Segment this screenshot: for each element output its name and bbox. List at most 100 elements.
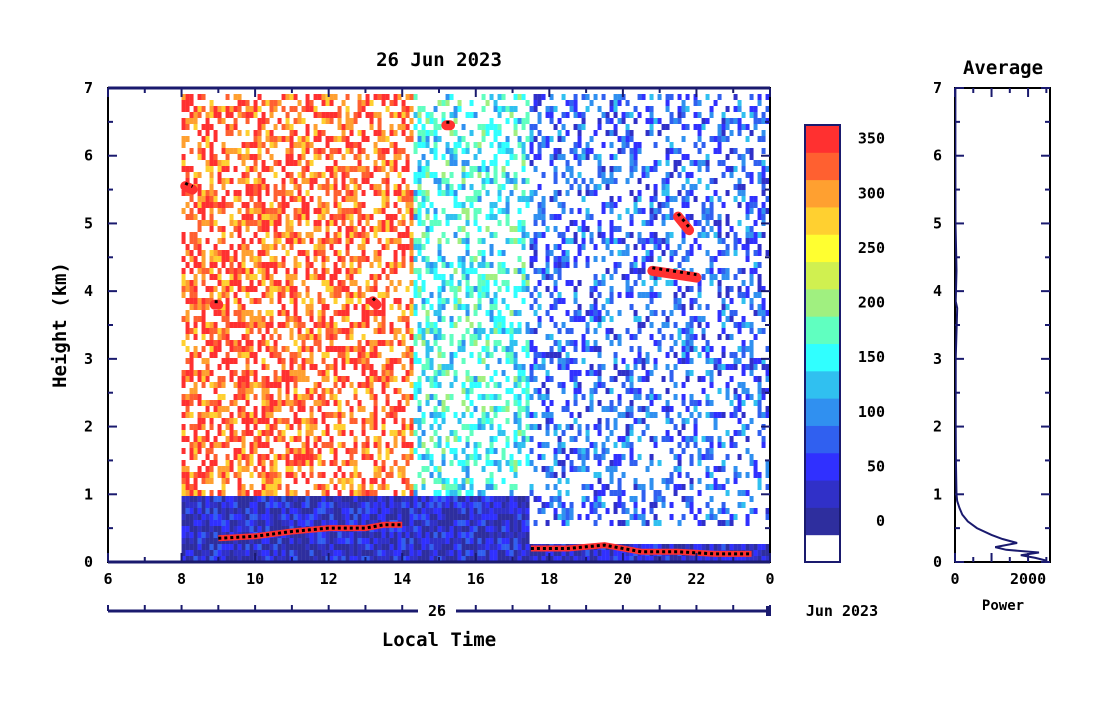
heatmap-cell <box>357 262 362 268</box>
heatmap-cell <box>561 502 566 508</box>
heatmap-cell <box>273 106 278 112</box>
heatmap-cell <box>509 496 514 502</box>
heatmap-cell <box>265 472 270 478</box>
heatmap-cell <box>233 118 238 124</box>
heatmap-cell <box>249 418 254 424</box>
heatmap-cell <box>189 370 194 376</box>
heatmap-cell <box>625 520 630 526</box>
heatmap-cell <box>225 124 230 130</box>
heatmap-cell <box>393 256 398 262</box>
heatmap-cell <box>437 508 442 514</box>
heatmap-cell <box>637 268 642 274</box>
heatmap-cell <box>229 112 234 118</box>
heatmap-cell <box>277 472 282 478</box>
heatmap-cell <box>453 412 458 418</box>
heatmap-cell <box>225 514 230 520</box>
heatmap-cell <box>185 100 190 106</box>
heatmap-cell <box>301 250 306 256</box>
heatmap-cell <box>309 496 314 502</box>
heatmap-cell <box>597 400 602 406</box>
heatmap-cell <box>561 154 566 160</box>
heatmap-cell <box>185 490 190 496</box>
heatmap-cell <box>393 286 398 292</box>
heatmap-cell <box>253 142 258 148</box>
heatmap-cell <box>281 376 286 382</box>
heatmap-cell <box>609 232 614 238</box>
heatmap-cell <box>293 274 298 280</box>
heatmap-cell <box>365 502 370 508</box>
heatmap-cell <box>477 526 482 532</box>
heatmap-cell <box>301 178 306 184</box>
heatmap-cell <box>273 484 278 490</box>
heatmap-cell <box>325 424 330 430</box>
heatmap-cell <box>469 166 474 172</box>
heatmap-cell <box>193 232 198 238</box>
heatmap-cell <box>261 406 266 412</box>
heatmap-cell <box>245 490 250 496</box>
heatmap-cell <box>613 106 618 112</box>
heatmap-cell <box>217 382 222 388</box>
heatmap-cell <box>385 262 390 268</box>
heatmap-cell <box>481 496 486 502</box>
heatmap-cell <box>289 298 294 304</box>
heatmap-cell <box>609 316 614 322</box>
heatmap-cell <box>613 100 618 106</box>
heatmap-cell <box>337 292 342 298</box>
heatmap-cell <box>629 112 634 118</box>
heatmap-cell <box>217 346 222 352</box>
heatmap-cell <box>289 232 294 238</box>
heatmap-cell <box>225 160 230 166</box>
heatmap-cell <box>537 202 542 208</box>
heatmap-cell <box>625 556 630 562</box>
heatmap-cell <box>257 544 262 550</box>
heatmap-cell <box>245 454 250 460</box>
heatmap-cell <box>185 478 190 484</box>
heatmap-cell <box>477 322 482 328</box>
heatmap-cell <box>185 136 190 142</box>
heatmap-cell <box>269 394 274 400</box>
heatmap-cell <box>525 352 530 358</box>
heatmap-cell <box>265 382 270 388</box>
heatmap-cell <box>357 406 362 412</box>
heatmap-cell <box>305 232 310 238</box>
heatmap-cell <box>457 214 462 220</box>
heatmap-cell <box>433 418 438 424</box>
heatmap-cell <box>497 124 502 130</box>
heatmap-cell <box>441 556 446 562</box>
heatmap-cell <box>641 166 646 172</box>
heatmap-cell <box>441 496 446 502</box>
heatmap-cell <box>457 346 462 352</box>
heatmap-cell <box>209 532 214 538</box>
heatmap-cell <box>181 394 186 400</box>
heatmap-cell <box>497 466 502 472</box>
heatmap-cell <box>573 340 578 346</box>
heatmap-cell <box>333 184 338 190</box>
heatmap-cell <box>501 406 506 412</box>
heatmap-cell <box>233 400 238 406</box>
heatmap-cell <box>385 442 390 448</box>
heatmap-cell <box>589 292 594 298</box>
heatmap-cell <box>389 526 394 532</box>
heatmap-cell <box>321 322 326 328</box>
heatmap-cell <box>193 556 198 562</box>
heatmap-cell <box>345 136 350 142</box>
heatmap-cell <box>633 142 638 148</box>
heatmap-cell <box>629 496 634 502</box>
heatmap-cell <box>449 508 454 514</box>
heatmap-cell <box>229 496 234 502</box>
heatmap-cell <box>437 382 442 388</box>
heatmap-cell <box>317 502 322 508</box>
heatmap-cell <box>653 340 658 346</box>
heatmap-cell <box>409 538 414 544</box>
heatmap-cell <box>321 400 326 406</box>
heatmap-cell <box>325 352 330 358</box>
heatmap-cell <box>549 136 554 142</box>
heatmap-cell <box>217 226 222 232</box>
heatmap-cell <box>281 346 286 352</box>
heatmap-cell <box>621 490 626 496</box>
heatmap-cell <box>277 496 282 502</box>
heatmap-cell <box>493 274 498 280</box>
heatmap-cell <box>261 400 266 406</box>
heatmap-cell <box>261 538 266 544</box>
heatmap-cell <box>321 250 326 256</box>
